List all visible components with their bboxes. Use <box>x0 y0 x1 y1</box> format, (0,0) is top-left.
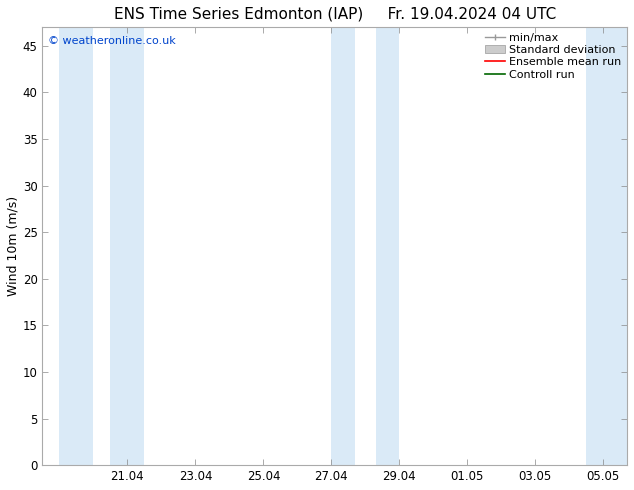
Bar <box>332 27 355 465</box>
Bar <box>60 27 93 465</box>
Legend: min/max, Standard deviation, Ensemble mean run, Controll run: min/max, Standard deviation, Ensemble me… <box>485 33 621 79</box>
Bar <box>110 27 145 465</box>
Bar <box>586 27 627 465</box>
Text: © weatheronline.co.uk: © weatheronline.co.uk <box>48 36 176 46</box>
Bar <box>375 27 399 465</box>
Y-axis label: Wind 10m (m/s): Wind 10m (m/s) <box>7 196 20 296</box>
Title: ENS Time Series Edmonton (IAP)     Fr. 19.04.2024 04 UTC: ENS Time Series Edmonton (IAP) Fr. 19.04… <box>113 7 556 22</box>
